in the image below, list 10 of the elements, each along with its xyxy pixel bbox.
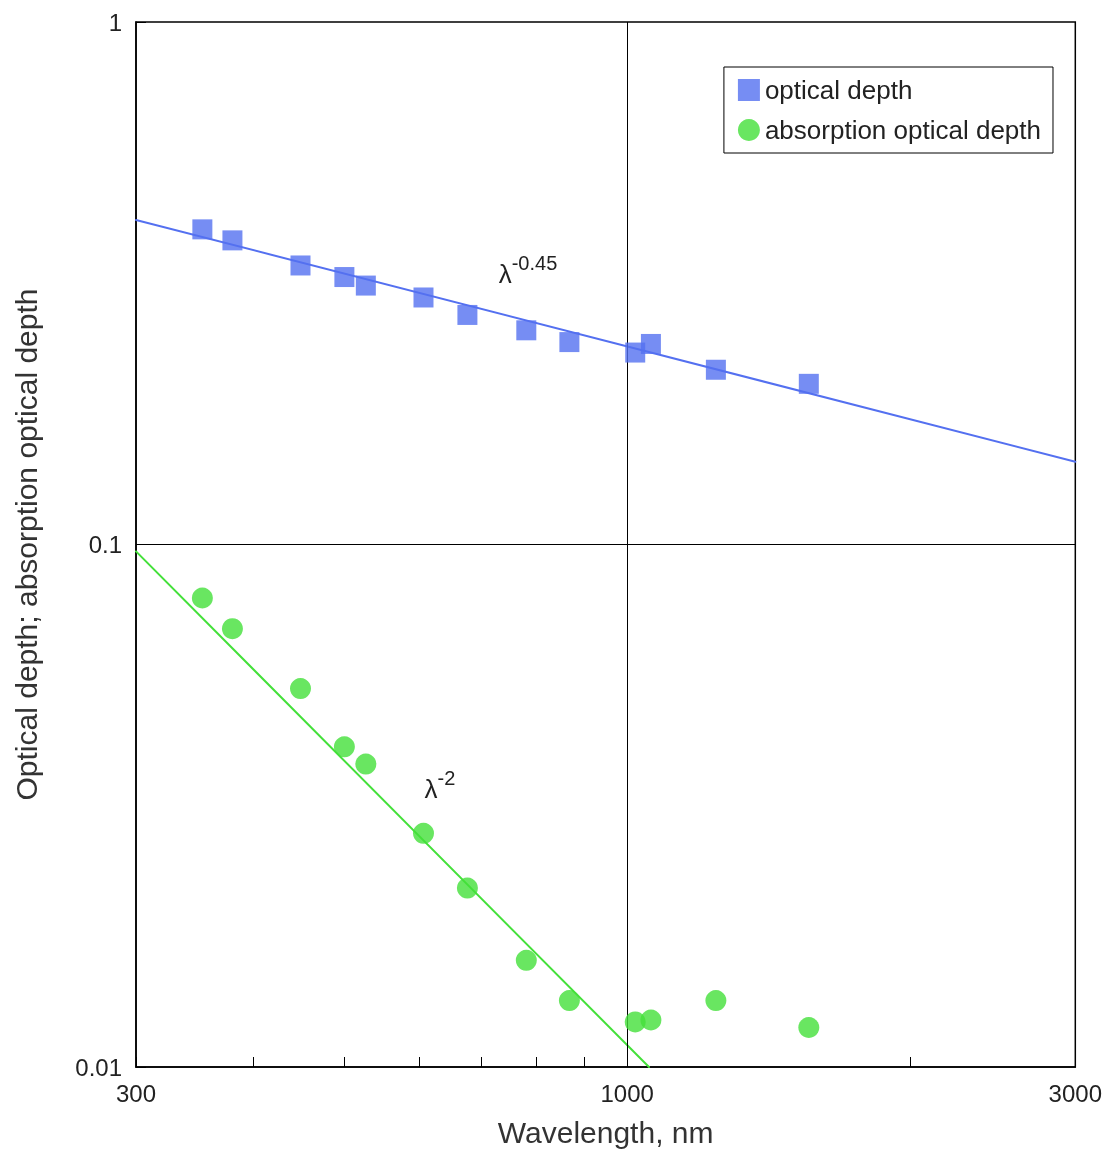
y-axis-title: Optical depth; absorption optical depth (9, 288, 43, 801)
y-tick-label: 0.1 (88, 531, 122, 558)
y-tick-label: 0.01 (75, 1053, 122, 1081)
legend-label: optical depth (764, 75, 913, 105)
y-tick-label: 1 (108, 8, 122, 36)
x-tick-label: 3000 (1048, 1079, 1102, 1107)
x-tick-label: 1000 (600, 1079, 654, 1107)
x-axis-title: Wavelength, nm (497, 1115, 714, 1149)
legend-label: absorption optical depth (764, 115, 1042, 145)
x-tick-label: 300 (115, 1079, 157, 1107)
